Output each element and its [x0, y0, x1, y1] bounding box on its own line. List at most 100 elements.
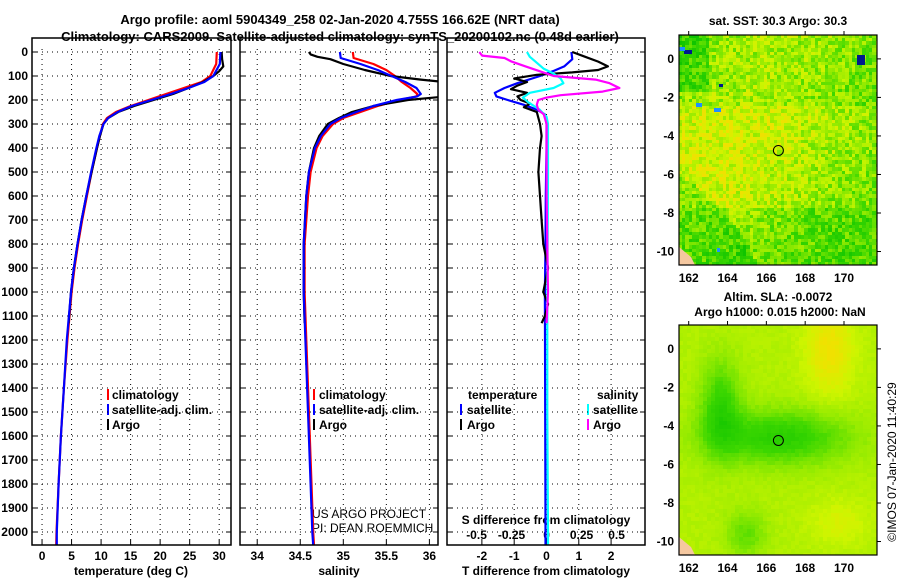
x-tick-label: 10 — [94, 549, 108, 563]
y-tick-label: 0 — [21, 45, 28, 59]
map-lon-tick-label: 170 — [834, 271, 854, 285]
y-tick-label: 1600 — [1, 429, 28, 443]
sla-map-title-line2: Argo h1000: 0.015 h2000: NaN — [694, 305, 865, 319]
y-tick-label: 1000 — [1, 285, 28, 299]
y-tick-label: 1700 — [1, 453, 28, 467]
credit-pi: PI: DEAN ROEMMICH — [312, 521, 433, 535]
map-lat-tick-label: -4 — [663, 129, 674, 143]
map-lat-tick-label: -2 — [663, 380, 674, 394]
x-tick-label: 30 — [213, 549, 227, 563]
y-tick-label: 2000 — [1, 525, 28, 539]
x-tick-label: 0 — [39, 549, 46, 563]
series-line-climatology — [303, 51, 419, 545]
sst-map-axes: 162 164 166 168 170 0 -2 -4 -6 -8 -10 — [657, 31, 881, 285]
series-line-temperature-argo — [509, 50, 610, 324]
legend-label: satellite-adj. clim. — [319, 403, 419, 417]
y-tick-label: 1200 — [1, 333, 28, 347]
plot-frame — [446, 37, 646, 546]
legend-swatch-satellite — [107, 404, 109, 415]
credit-project: US ARGO PROJECT — [312, 507, 427, 521]
map-lat-tick-label: 0 — [667, 342, 674, 356]
map-frame — [678, 34, 878, 266]
y-tick-label: 1500 — [1, 405, 28, 419]
y-tick-label: 100 — [8, 69, 28, 83]
legend-label: Argo — [319, 418, 347, 432]
difference-panel: -2 -1 0 1 2 -0.5 -0.25 0 0.25 0.5 — [446, 37, 646, 563]
x-tick-label: 34.5 — [289, 549, 313, 563]
y-tick-label: 200 — [8, 93, 28, 107]
y-tick-label: 800 — [8, 237, 28, 251]
x-tick-label: 25 — [183, 549, 197, 563]
y-tick-label: 500 — [8, 165, 28, 179]
map-lat-tick-label: -6 — [663, 167, 674, 181]
map-lat-tick-label: -10 — [657, 535, 675, 549]
temperature-x-axis-label: temperature (deg C) — [74, 564, 188, 578]
legend-label: Argo — [467, 418, 495, 432]
series-line-salinity-satellite — [521, 51, 565, 545]
sla-map-title-line1: Altim. SLA: -0.0072 — [724, 290, 833, 304]
series-group — [478, 50, 621, 545]
map-lon-tick-label: 168 — [795, 271, 815, 285]
map-lat-tick-label: 0 — [667, 52, 674, 66]
s-diff-tick-label: -0.5 — [466, 528, 487, 542]
map-lon-tick-label: 162 — [679, 561, 699, 575]
legend-label: Argo — [112, 418, 140, 432]
x-tick-label: -1 — [509, 549, 520, 563]
map-lat-tick-label: -8 — [663, 496, 674, 510]
series-line-argo — [67, 51, 225, 324]
figure-title-line1: Argo profile: aoml 5904349_258 02-Jan-20… — [120, 12, 559, 27]
series-line-satellite-adj-clim- — [302, 51, 422, 545]
series-line-argo — [302, 51, 438, 324]
y-tick-label: 1400 — [1, 381, 28, 395]
s-diff-tick-label: 0.25 — [570, 528, 594, 542]
salinity-panel: 34 34.5 35 35.5 36 — [239, 37, 439, 563]
y-tick-label: 600 — [8, 189, 28, 203]
sla-map-axes: 162 164 166 168 170 0 -2 -4 -6 -8 -10 — [657, 321, 881, 575]
y-tick-label: 1800 — [1, 477, 28, 491]
series-group — [302, 51, 438, 545]
map-lon-tick-label: 170 — [834, 561, 854, 575]
map-lat-tick-label: -6 — [663, 457, 674, 471]
x-tick-label: 36 — [423, 549, 437, 563]
legend-header-temperature: temperature — [468, 388, 538, 402]
map-lon-tick-label: 164 — [718, 561, 738, 575]
map-lat-tick-label: -10 — [657, 245, 675, 259]
legend-swatch-argo — [107, 419, 109, 430]
t-difference-x-axis-label: T difference from climatology — [462, 564, 630, 578]
float-position-marker — [772, 434, 784, 446]
map-lon-tick-label: 162 — [679, 271, 699, 285]
imos-timestamp: ©IMOS 07-Jan-2020 11:40:29 — [885, 382, 899, 542]
legend-label: satellite-adj. clim. — [112, 403, 212, 417]
sst-map-image — [679, 35, 877, 265]
x-tick-label: 20 — [153, 549, 167, 563]
plot-frame — [31, 37, 232, 546]
x-tick-label: 35 — [337, 549, 351, 563]
map-lat-tick-label: -2 — [663, 90, 674, 104]
x-tick-label: 2 — [608, 549, 615, 563]
s-diff-tick-label: 0.5 — [608, 528, 625, 542]
x-tick-label: 15 — [124, 549, 138, 563]
series-line-satellite-adj-clim- — [55, 51, 222, 545]
series-line-salinity-argo — [478, 51, 621, 324]
legend-label: climatology — [112, 388, 179, 402]
series-group — [55, 51, 225, 545]
map-lon-tick-label: 166 — [756, 271, 776, 285]
difference-legend: temperature temperature satellite Argo s… — [460, 388, 639, 432]
x-tick-label: 35.5 — [375, 549, 399, 563]
y-tick-label: 1900 — [1, 501, 28, 515]
sla-map-image — [679, 325, 877, 555]
legend-label: satellite — [467, 403, 512, 417]
legend-label: Argo — [593, 418, 621, 432]
y-tick-label: 1100 — [2, 309, 28, 323]
salinity-x-axis-label: salinity — [318, 564, 360, 578]
legend-swatch-climatology — [313, 389, 315, 400]
figure-title-line2: Climatology: CARS2009. Satellite-adjuste… — [61, 29, 619, 44]
legend-label: satellite — [593, 403, 638, 417]
temperature-legend: climatology satellite-adj. clim. Argo — [107, 388, 212, 432]
series-line-climatology — [55, 51, 218, 545]
temperature-panel: 0 5 10 15 20 25 300100200300400500600700800900… — [1, 37, 232, 563]
x-tick-label: 5 — [68, 549, 75, 563]
float-position-marker — [772, 144, 784, 156]
legend-swatch-s-satellite — [587, 404, 589, 415]
